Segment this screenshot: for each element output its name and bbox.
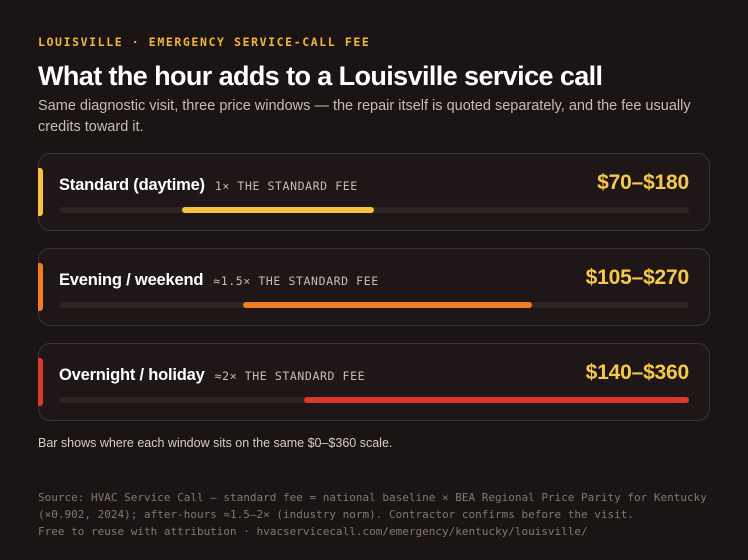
window-name: Overnight / holiday [59, 366, 205, 384]
source-line: Free to reuse with attribution · hvacser… [38, 525, 588, 538]
price-range-label: $140–$360 [585, 361, 690, 384]
range-bar [242, 302, 532, 308]
header: LOUISVILLE · EMERGENCY SERVICE-CALL FEE … [38, 34, 710, 138]
scale-track [59, 302, 689, 308]
scale-track [59, 397, 689, 403]
price-window-card-standard: Standard (daytime) 1× THE STANDARD FEE $7… [38, 153, 710, 231]
source-line: Source: HVAC Service Call — standard fee… [38, 491, 707, 504]
window-label: Overnight / holiday ≈2× THE STANDARD FEE [59, 366, 365, 385]
source-line: (×0.902, 2024); after-hours ≈1.5–2× (ind… [38, 508, 635, 521]
price-range-label: $105–$270 [585, 266, 690, 289]
price-window-card-overnight: Overnight / holiday ≈2× THE STANDARD FEE … [38, 343, 710, 421]
window-label: Standard (daytime) 1× THE STANDARD FEE [59, 176, 358, 195]
window-name: Evening / weekend [59, 271, 204, 289]
scale-track [59, 207, 689, 213]
range-bar [181, 207, 374, 213]
window-label: Evening / weekend ≈1.5× THE STANDARD FEE [59, 271, 379, 290]
range-bar [304, 397, 689, 403]
chart-subtitle: Same diagnostic visit, three price windo… [38, 98, 691, 135]
chart-title: What the hour adds to a Louisville servi… [38, 61, 603, 91]
window-name: Standard (daytime) [59, 176, 205, 194]
price-range-label: $70–$180 [597, 171, 689, 194]
price-window-card-evening: Evening / weekend ≈1.5× THE STANDARD FEE … [38, 248, 710, 326]
multiplier-label: 1× THE STANDARD FEE [214, 179, 358, 193]
price-window-list: Standard (daytime) 1× THE STANDARD FEE $7… [38, 153, 710, 438]
accent-stripe [38, 358, 43, 406]
scale-note: Bar shows where each window sits on the … [38, 436, 393, 450]
source-attribution: Source: HVAC Service Call — standard fee… [38, 489, 718, 540]
accent-stripe [38, 263, 43, 311]
multiplier-label: ≈1.5× THE STANDARD FEE [213, 274, 379, 288]
multiplier-label: ≈2× THE STANDARD FEE [214, 369, 366, 383]
eyebrow-label: LOUISVILLE · EMERGENCY SERVICE-CALL FEE [38, 35, 371, 49]
accent-stripe [38, 168, 43, 216]
